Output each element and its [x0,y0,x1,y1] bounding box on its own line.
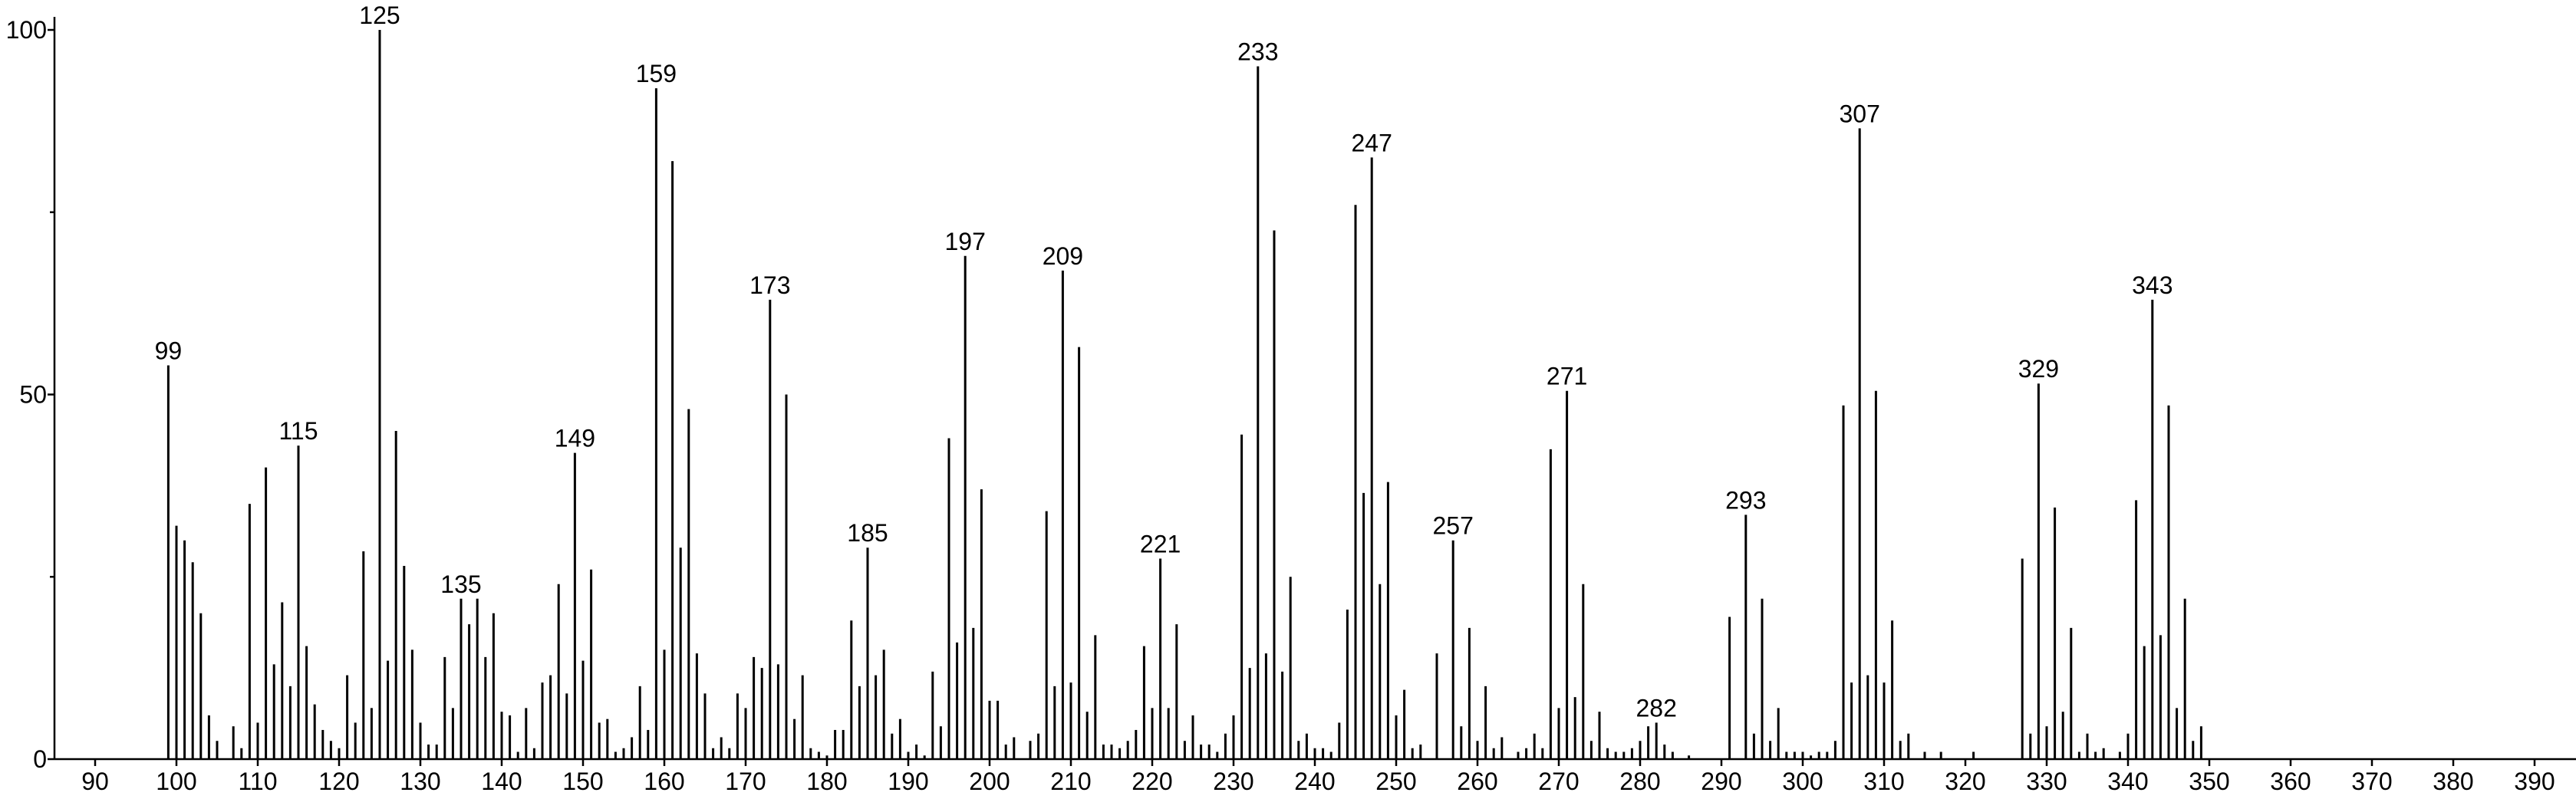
peak-label: 125 [359,2,400,29]
x-tick-label: 340 [2107,768,2148,795]
peak-label: 221 [1140,530,1181,557]
peak-label: 293 [1725,486,1766,514]
peak-label: 343 [2132,271,2172,299]
x-tick-label: 380 [2433,768,2473,795]
y-tick-label: 100 [6,16,47,44]
x-tick-label: 240 [1294,768,1335,795]
x-tick-label: 220 [1132,768,1172,795]
x-tick-label: 250 [1375,768,1416,795]
peak-label: 99 [155,337,183,364]
x-tick-label: 200 [969,768,1010,795]
peak-label: 307 [1840,100,1880,127]
x-tick-label: 230 [1213,768,1253,795]
peak-label: 209 [1043,242,1083,270]
x-tick-label: 90 [81,768,109,795]
x-tick-label: 170 [725,768,766,795]
x-tick-label: 130 [400,768,440,795]
x-tick-label: 360 [2270,768,2311,795]
peak-label: 159 [636,60,677,87]
x-tick-label: 290 [1701,768,1741,795]
x-tick-label: 140 [481,768,522,795]
peak-label: 135 [440,570,481,598]
x-tick-label: 210 [1050,768,1091,795]
x-tick-label: 390 [2514,768,2555,795]
peak-label: 197 [945,228,986,255]
peak-label: 257 [1433,512,1474,540]
x-tick-label: 160 [644,768,684,795]
x-tick-label: 180 [806,768,847,795]
peak-label: 233 [1237,38,1278,66]
x-tick-label: 330 [2026,768,2067,795]
x-tick-label: 110 [238,768,277,795]
y-tick-label: 50 [19,381,47,409]
peak-label: 115 [278,417,318,445]
x-tick-label: 350 [2189,768,2229,795]
peak-label: 173 [749,271,790,299]
y-tick-label: 0 [33,745,47,773]
peak-label: 149 [555,425,595,452]
peak-label: 329 [2018,355,2059,383]
x-tick-label: 150 [562,768,603,795]
x-tick-label: 370 [2351,768,2392,795]
x-tick-label: 310 [1863,768,1904,795]
x-tick-label: 260 [1457,768,1497,795]
x-tick-label: 100 [156,768,196,795]
x-tick-label: 300 [1782,768,1823,795]
x-tick-label: 280 [1619,768,1660,795]
peak-label: 271 [1547,363,1587,390]
x-tick-label: 320 [1945,768,1985,795]
x-tick-label: 190 [888,768,928,795]
x-tick-label: 120 [318,768,359,795]
peak-label: 282 [1636,694,1677,722]
x-tick-label: 270 [1538,768,1579,795]
peak-label: 247 [1352,129,1392,156]
peak-label: 185 [847,519,888,547]
